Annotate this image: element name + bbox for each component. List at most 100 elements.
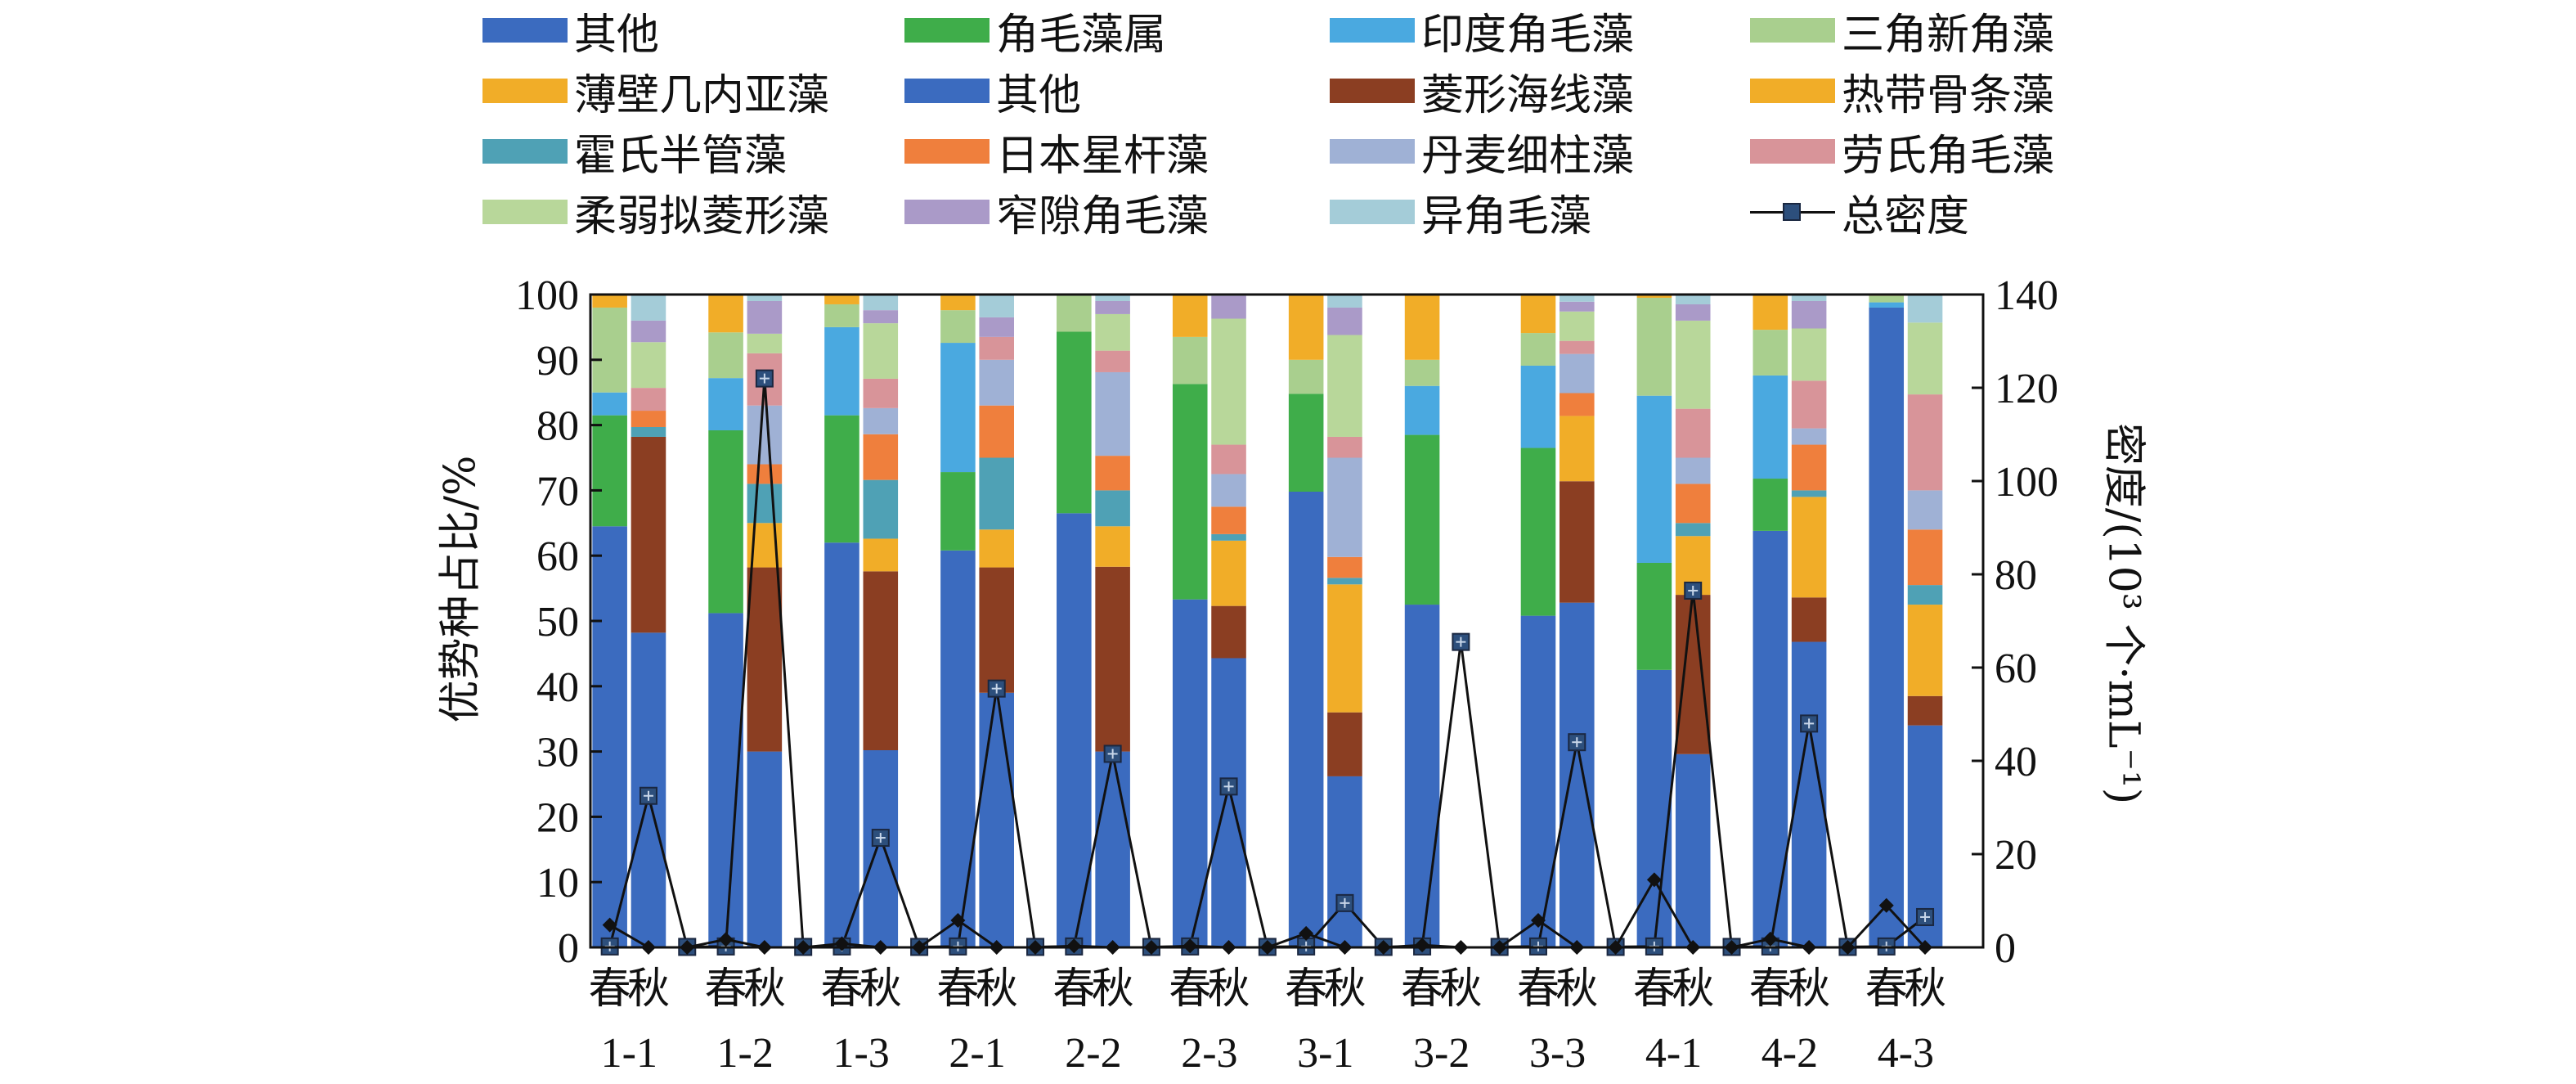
bar-segment-3-1-autumn-4	[1327, 556, 1362, 578]
station-label: 3-2	[1413, 1030, 1470, 1077]
legend-label: 其他	[574, 10, 660, 60]
season-label: 秋	[976, 965, 1018, 1014]
season-label: 秋	[1092, 965, 1134, 1014]
bar-segment-4-2-autumn-1	[1791, 597, 1827, 642]
bar-segment-4-3-spring-0	[1869, 307, 1905, 948]
bar-segment-4-1-spring-1	[1636, 562, 1672, 670]
legend-label: 日本星杆藻	[996, 131, 1209, 181]
station-label: 3-1	[1297, 1030, 1353, 1077]
y2-axis-title: 密度/(10³ 个·mL⁻¹)	[2098, 422, 2148, 805]
legend-item: 日本星杆藻	[904, 123, 1209, 181]
season-label: 春	[1401, 965, 1443, 1014]
legend-swatch	[482, 18, 568, 43]
bar-segment-2-3-autumn-5	[1211, 474, 1246, 507]
legend-item: 窄隙角毛藻	[904, 183, 1209, 241]
density-point-1-9	[950, 912, 966, 928]
bar-segment-1-1-spring-3	[592, 307, 627, 393]
density-point-0-22	[1452, 632, 1470, 651]
bar-segment-3-3-autumn-9	[1560, 295, 1595, 302]
bar-segment-2-1-autumn-2	[979, 529, 1014, 568]
bar-segment-1-3-autumn-1	[863, 571, 899, 751]
season-label: 秋	[1788, 965, 1830, 1014]
bar-segment-4-1-autumn-5	[1675, 457, 1711, 484]
season-label: 秋	[1439, 965, 1482, 1014]
legend-label: 异角毛藻	[1421, 191, 1592, 241]
y-tick-label: 60	[536, 533, 579, 580]
season-label: 春	[589, 965, 631, 1014]
season-label: 秋	[627, 965, 670, 1014]
season-label: 秋	[1672, 965, 1714, 1014]
legend-label: 霍氏半管藻	[574, 131, 788, 181]
bar-segment-2-3-autumn-4	[1211, 506, 1246, 534]
bar-segment-3-1-spring-4	[1288, 295, 1324, 360]
density-point-0-1	[639, 786, 657, 805]
legend-item: 劳氏角毛藻	[1750, 123, 2054, 181]
bar-segment-1-3-autumn-2	[863, 538, 899, 572]
bar-segment-2-2-autumn-5	[1095, 371, 1130, 457]
y-tick-label: 30	[536, 730, 579, 776]
season-label: 春	[1052, 965, 1095, 1014]
bar-segment-3-3-autumn-2	[1560, 416, 1595, 482]
bar-segment-1-1-spring-1	[592, 415, 627, 527]
bar-segment-2-2-autumn-8	[1095, 300, 1130, 314]
season-label: 秋	[743, 965, 786, 1014]
bar-segment-2-1-autumn-3	[979, 457, 1014, 530]
bar-segment-1-2-autumn-3	[747, 484, 783, 524]
y2-tick-label: 20	[1995, 832, 2037, 879]
legend-item: 其他	[482, 2, 660, 60]
density-point-1-15	[1183, 938, 1198, 954]
y-tick-label: 90	[536, 338, 579, 385]
y-tick-label: 20	[536, 794, 579, 841]
bar-segment-2-1-spring-4	[940, 295, 976, 311]
bar-segment-2-2-autumn-4	[1095, 456, 1130, 491]
bar-segment-1-2-spring-4	[708, 295, 743, 333]
density-point-0-13	[1103, 744, 1122, 763]
station-label: 1-2	[717, 1030, 774, 1077]
bar-segment-2-2-spring-3	[1057, 295, 1092, 332]
y-axis-title: 优势种占比/%	[436, 455, 486, 723]
bar-segment-1-2-spring-2	[708, 378, 743, 430]
station-label: 4-2	[1761, 1030, 1818, 1077]
station-label: 3-3	[1529, 1030, 1586, 1077]
legend-label: 菱形海线藻	[1421, 70, 1635, 120]
bar-segment-1-1-autumn-7	[631, 342, 666, 389]
bar-segment-4-1-spring-0	[1636, 669, 1672, 947]
bar-segment-1-1-autumn-6	[631, 388, 666, 412]
tick-labels: 0 10 20 30 40 50 60 70 80 90 100 0 20 40 60 80 100 120 140…	[515, 272, 2058, 1077]
density-point-1-27	[1646, 872, 1662, 888]
y-tick-label: 0	[558, 925, 579, 972]
bar-segment-1-1-spring-0	[592, 526, 627, 947]
bar-segment-3-3-spring-4	[1520, 295, 1556, 334]
bar-segment-2-2-autumn-1	[1095, 566, 1130, 752]
density-point-1-24	[1530, 912, 1546, 928]
bar-segment-4-2-spring-4	[1752, 295, 1788, 331]
bar-segment-2-2-autumn-7	[1095, 313, 1130, 351]
bar-segment-3-1-spring-0	[1288, 491, 1324, 947]
bar-segment-4-1-autumn-9	[1675, 295, 1711, 304]
bar-segment-3-1-autumn-7	[1327, 335, 1362, 437]
bar-segment-1-1-spring-4	[592, 295, 627, 308]
bar-segment-3-1-autumn-9	[1327, 295, 1362, 308]
legend-label: 热带骨条藻	[1842, 70, 2055, 120]
bar-segment-2-1-spring-0	[940, 550, 976, 947]
axes	[589, 293, 1985, 949]
bar-segment-4-1-spring-3	[1636, 297, 1672, 396]
bar-segment-1-2-autumn-4	[747, 464, 783, 484]
legend-item: 角毛藻属	[904, 2, 1166, 60]
density-point-0-19	[1335, 893, 1354, 912]
bar-segment-4-3-autumn-4	[1907, 529, 1943, 586]
legend-label: 三角新角藻	[1842, 10, 2055, 60]
y-tick-label: 10	[536, 860, 579, 906]
legend-swatch	[482, 200, 568, 224]
bar-segment-1-3-autumn-0	[863, 750, 899, 947]
bar-segment-2-2-autumn-6	[1095, 350, 1130, 372]
bar-segment-4-3-autumn-7	[1907, 322, 1943, 395]
bar-segment-3-3-autumn-4	[1560, 393, 1595, 416]
bar-segment-3-3-autumn-5	[1560, 353, 1595, 394]
bar-segment-4-2-autumn-5	[1791, 428, 1827, 445]
legend-label: 薄壁几内亚藻	[574, 70, 830, 120]
legend-swatch	[1750, 200, 1835, 224]
density-point-1-21	[1415, 938, 1430, 953]
bar-segment-2-2-autumn-3	[1095, 490, 1130, 527]
bar-segment-1-3-autumn-9	[863, 295, 899, 311]
